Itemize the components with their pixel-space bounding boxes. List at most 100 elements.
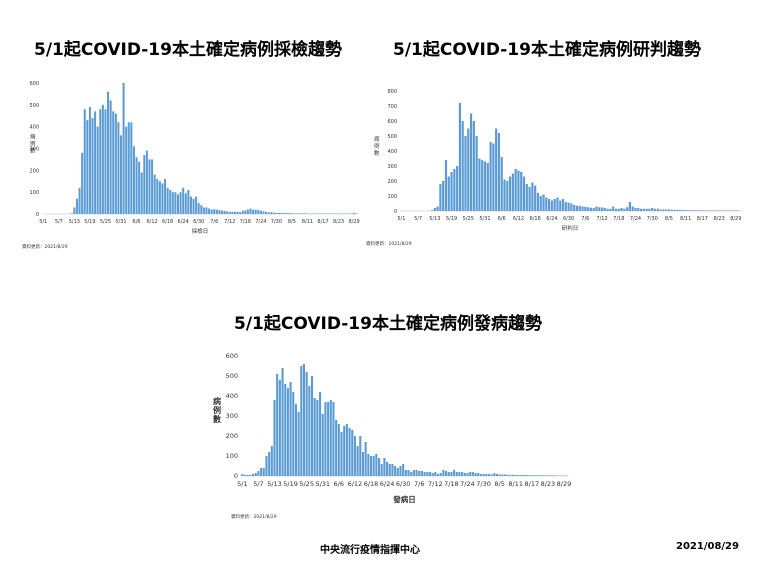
bar (412, 470, 415, 476)
bar (174, 192, 177, 214)
bar (351, 430, 354, 476)
x-axis-label: 採檢日 (192, 227, 209, 235)
bar (369, 456, 373, 476)
x-tick-label: 5/31 (115, 219, 126, 225)
y-axis-label-char: 病 (213, 396, 221, 406)
bar (612, 206, 615, 211)
x-tick-label: 5/31 (479, 216, 490, 222)
x-tick-label: 5/7 (414, 216, 422, 222)
bar (561, 199, 565, 211)
bar (187, 189, 190, 214)
bar (210, 209, 213, 214)
bar (182, 187, 185, 214)
bar (410, 472, 413, 476)
bar (552, 475, 555, 476)
bar (286, 388, 289, 476)
bar (324, 402, 327, 476)
bar (509, 474, 512, 476)
x-tick-label: 8/29 (557, 480, 572, 488)
bar (690, 210, 693, 211)
bar (289, 382, 292, 476)
bar (620, 208, 623, 211)
bar (545, 197, 548, 211)
bar (218, 210, 221, 214)
bar (506, 181, 509, 211)
bar (500, 157, 503, 211)
bar (294, 404, 297, 476)
bar (267, 212, 270, 214)
bar (303, 213, 306, 214)
bar (243, 475, 247, 476)
bar (246, 209, 249, 214)
y-tick-label: 0 (36, 212, 39, 218)
bar (522, 176, 526, 211)
bar (609, 208, 612, 211)
bar (195, 196, 198, 214)
y-tick-label: 400 (387, 149, 397, 155)
bar (486, 163, 489, 211)
bar (316, 400, 319, 476)
bar (522, 475, 525, 476)
bar (73, 207, 76, 214)
bar (490, 474, 493, 476)
bar (140, 172, 143, 214)
chart-svg: 0 100 200 300 400 500 600 700 800 病例數 5/1 5/7 5/13 5/… (366, 89, 741, 247)
x-tick-label: 7/30 (271, 219, 282, 225)
bar (88, 107, 91, 214)
bar (388, 464, 391, 476)
bar (467, 128, 470, 211)
bar (614, 208, 618, 211)
bar (444, 160, 448, 211)
bar (498, 474, 501, 476)
x-tick-label: 6/18 (364, 480, 379, 488)
bar (297, 412, 300, 476)
bar (492, 143, 495, 211)
x-tick-label: 5/13 (69, 219, 80, 225)
bar (353, 212, 356, 214)
bar (156, 179, 159, 214)
bar (268, 452, 271, 476)
x-tick-label: 8/23 (541, 480, 556, 488)
bar (656, 208, 659, 211)
bar (512, 474, 515, 476)
bar (455, 472, 458, 476)
bar (241, 474, 244, 476)
bar (205, 207, 208, 214)
bar (107, 91, 110, 214)
bar (570, 203, 573, 211)
bar (327, 402, 330, 476)
bar (549, 475, 552, 476)
x-tick-label: 6/24 (380, 480, 395, 488)
x-tick-label: 7/12 (596, 216, 607, 222)
bar (260, 468, 263, 476)
y-tick-label: 300 (387, 164, 397, 170)
bar (145, 150, 148, 214)
chart-title-diagnosis: 5/1起COVID-19本土確定病例研判趨勢 (393, 40, 701, 60)
bar (127, 122, 130, 214)
x-tick-label: 5/31 (315, 480, 330, 488)
bar (420, 471, 423, 476)
bar (651, 208, 654, 211)
bar (536, 475, 539, 476)
bar (482, 474, 485, 476)
bar (276, 374, 279, 476)
bar (712, 210, 715, 211)
bar (592, 208, 595, 211)
chart-svg: 0 100 200 300 400 500 600 病例數 5/1 5/7 5/13 5/19 5/25… (213, 352, 571, 520)
bar (233, 211, 236, 214)
y-axis-label-char: 例 (30, 140, 36, 148)
x-tick-label: 7/6 (414, 480, 424, 488)
x-tick-label: 6/24 (546, 216, 557, 222)
x-tick-label: 6/30 (396, 480, 411, 488)
bar (138, 161, 141, 214)
bar (119, 135, 123, 214)
bar (83, 109, 86, 214)
bar (539, 196, 542, 211)
bar (265, 456, 268, 476)
bar (130, 122, 133, 214)
bar (332, 402, 335, 476)
x-tick-label: 6/6 (498, 216, 506, 222)
bar (305, 372, 308, 476)
bar (520, 172, 523, 211)
bar (559, 200, 562, 211)
